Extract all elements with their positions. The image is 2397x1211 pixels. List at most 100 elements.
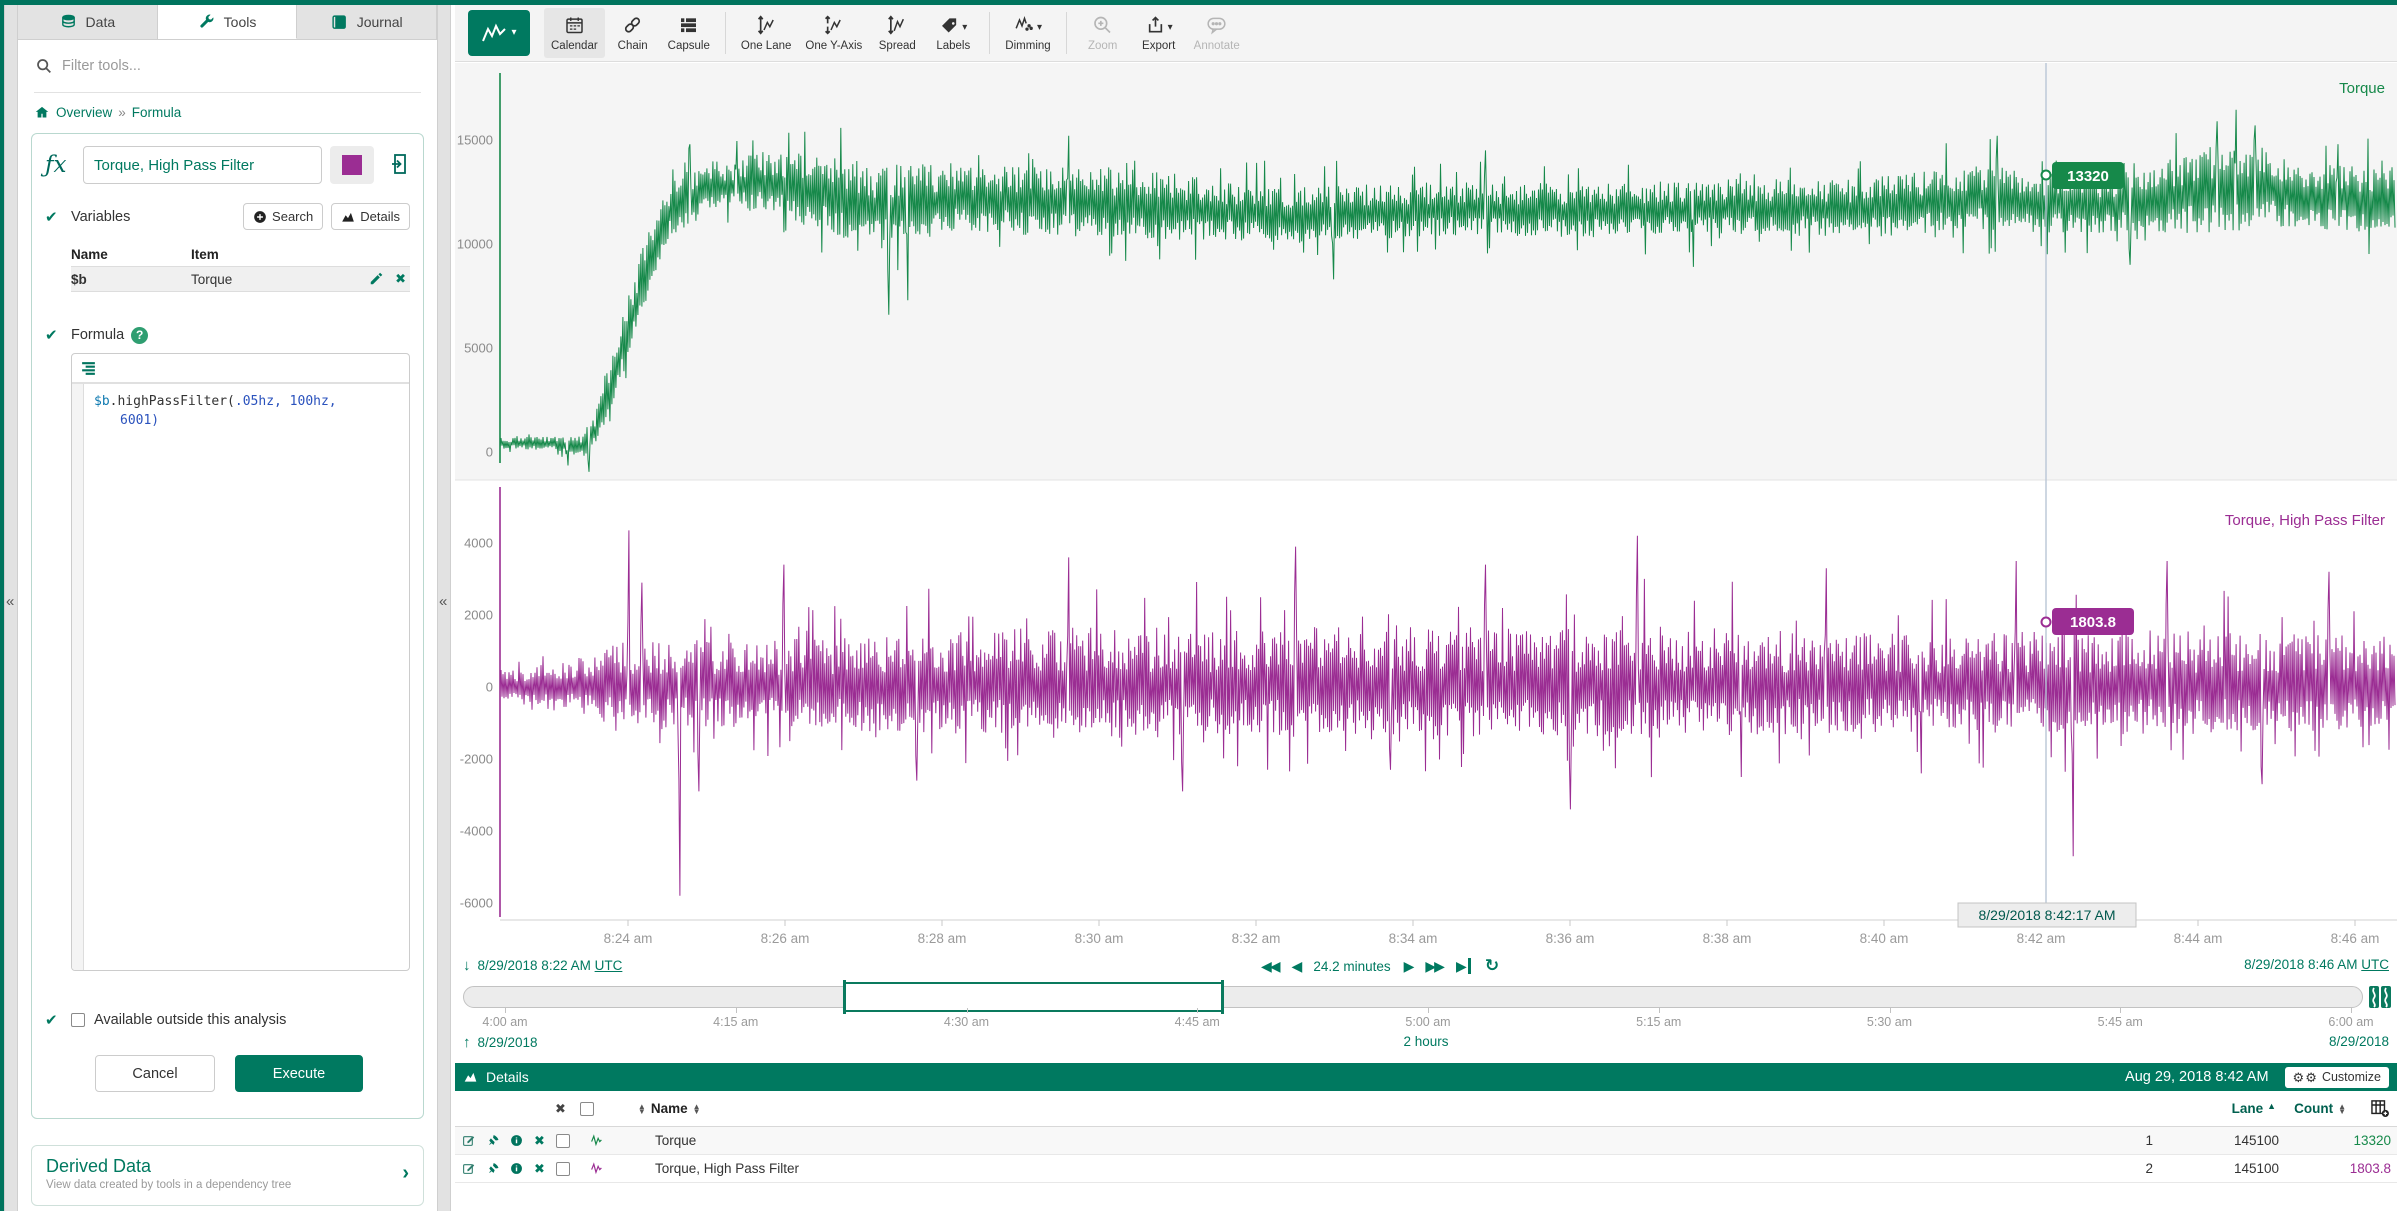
rocket-icon[interactable] — [486, 1161, 499, 1176]
variable-details-button[interactable]: Details — [331, 203, 410, 230]
add-column-icon[interactable] — [2371, 1100, 2389, 1117]
remove-icon[interactable]: ✖ — [534, 1132, 545, 1148]
check-icon: ✔ — [45, 1012, 58, 1029]
trend-toolbar: ▾ Calendar Chain Capsule One Lane One Y-Axis… — [455, 5, 2397, 62]
y-tick-label: 4000 — [464, 536, 493, 551]
formula-editor-toolbar — [72, 354, 409, 384]
name-column-header[interactable]: Name — [650, 1101, 688, 1116]
row-checkbox[interactable] — [555, 1161, 570, 1176]
home-icon[interactable] — [34, 105, 50, 120]
timezone-link[interactable]: UTC — [594, 958, 623, 973]
dock-panel-button[interactable] — [382, 151, 410, 180]
tab-data[interactable]: Data — [18, 5, 158, 39]
cancel-button[interactable]: Cancel — [95, 1055, 215, 1092]
row-count: 145100 — [2233, 1133, 2279, 1148]
toolbar-button-labels[interactable]: ▾ Labels — [925, 8, 981, 58]
toolbar-button-label: Annotate — [1193, 39, 1240, 52]
step-forward-fast-icon[interactable]: ▶▶ — [1425, 957, 1444, 974]
x-tick-label: 8:46 am — [2331, 931, 2380, 946]
breadcrumb-overview-link[interactable]: Overview — [56, 105, 113, 120]
customize-button[interactable]: ⚙ ⚙ Customize — [2284, 1066, 2389, 1088]
view-selector-button[interactable]: ▾ — [468, 10, 530, 56]
collapse-sidebar-chevron-icon[interactable]: « — [439, 593, 448, 610]
tab-journal[interactable]: Journal — [297, 5, 438, 39]
edit-pencil-icon[interactable] — [369, 272, 383, 286]
range-start[interactable]: ↓ 8/29/2018 8:22 AM UTC — [463, 957, 623, 974]
x-tick-label: 8:30 am — [1075, 931, 1124, 946]
table-row-torque[interactable]: ✖ Torque 1 145100 13320 — [455, 1127, 2397, 1155]
auto-update-icon[interactable] — [2369, 986, 2391, 1008]
row-lane: 2 — [2145, 1161, 2153, 1176]
step-forward-icon[interactable]: ▶ — [1403, 957, 1415, 974]
toolbar-button-label: Labels — [936, 39, 971, 52]
x-tick-label: 8:34 am — [1389, 931, 1438, 946]
edit-icon[interactable] — [462, 1133, 475, 1148]
timeline-start-date[interactable]: ↑ 8/29/2018 — [463, 1034, 538, 1051]
sort-icon[interactable]: ▲ ▼ — [692, 1101, 701, 1116]
timezone-link[interactable]: UTC — [2361, 957, 2389, 972]
toolbar-button-spread[interactable]: Spread — [869, 8, 925, 58]
annotate-icon — [1207, 17, 1226, 34]
timeline-brush[interactable] — [843, 980, 1224, 1014]
row-checkbox[interactable] — [555, 1133, 570, 1148]
sort-icon[interactable]: ▲ ▼ — [637, 1101, 646, 1116]
toolbar-divider — [1065, 12, 1067, 54]
color-swatch-button[interactable] — [330, 146, 374, 184]
lane-column-header[interactable]: Lane — [2231, 1101, 2264, 1116]
sort-asc-icon: ▲ — [2267, 1100, 2277, 1111]
range-end[interactable]: 8/29/2018 8:46 AM UTC — [2244, 957, 2389, 972]
edit-icon[interactable] — [462, 1161, 475, 1176]
formula-lines-icon[interactable] — [80, 360, 97, 377]
info-icon[interactable] — [510, 1133, 523, 1148]
toolbar-button-dimming[interactable]: ▾ Dimming — [998, 8, 1057, 58]
timeline-bar[interactable] — [463, 980, 2363, 1014]
timeline-end-date[interactable]: 8/29/2018 — [2328, 1034, 2389, 1049]
formula-editor[interactable]: $b.highPassFilter(.05hz, 100hz, 6001) — [71, 353, 410, 971]
derived-data-card[interactable]: Derived Data View data created by tools … — [31, 1145, 424, 1206]
filter-tools-input[interactable] — [62, 58, 419, 74]
toolbar-button-one-lane[interactable]: One Lane — [734, 8, 799, 58]
waveform-highpass — [499, 530, 2396, 896]
lane-2-label[interactable]: Torque, High Pass Filter — [2225, 512, 2385, 529]
count-column-header[interactable]: Count — [2294, 1101, 2334, 1116]
trend-chart[interactable]: 0 5000 10000 15000 -6000 -4000 -2000 0 2000 4000 … — [455, 63, 2397, 948]
duration-label[interactable]: 24.2 minutes — [1313, 958, 1391, 974]
step-back-fast-icon[interactable]: ◀◀ — [1261, 957, 1280, 974]
toolbar-button-capsule[interactable]: Capsule — [661, 8, 717, 58]
variable-search-button[interactable]: Search — [243, 203, 324, 230]
toolbar-button-label: Dimming — [1005, 39, 1051, 52]
info-icon[interactable] — [510, 1161, 523, 1176]
row-name[interactable]: Torque — [655, 1133, 697, 1148]
lane-1-label[interactable]: Torque — [2339, 80, 2385, 97]
rocket-icon[interactable] — [486, 1133, 499, 1148]
filter-tools-row — [36, 52, 419, 80]
step-back-icon[interactable]: ◀ — [1291, 957, 1303, 974]
step-to-end-icon[interactable]: ▶ — [1456, 957, 1472, 975]
remove-icon[interactable]: ✖ — [534, 1160, 545, 1176]
sort-icon[interactable]: ▲ ▼ — [2338, 1101, 2346, 1116]
toolbar-button-chain[interactable]: Chain — [605, 8, 661, 58]
formula-name-input[interactable] — [83, 146, 322, 184]
help-question-icon[interactable]: ? — [131, 326, 149, 344]
y-tick-label: 15000 — [457, 133, 493, 148]
tab-tools[interactable]: Tools — [157, 5, 298, 39]
execute-button[interactable]: Execute — [235, 1055, 363, 1092]
variables-label: Variables — [71, 208, 131, 225]
available-checkbox[interactable] — [71, 1013, 85, 1027]
details-table-header: ✖ ▲ ▼ Name ▲ ▼ Lane ▲ Count ▲ ▼ — [455, 1091, 2397, 1127]
refresh-icon[interactable]: ↻ — [1484, 956, 1500, 975]
row-name[interactable]: Torque, High Pass Filter — [655, 1161, 800, 1176]
select-all-checkbox[interactable] — [579, 1101, 594, 1116]
remove-all-icon[interactable]: ✖ — [555, 1100, 566, 1116]
collapse-left-chevron-icon[interactable]: « — [6, 593, 15, 610]
toolbar-button-export[interactable]: ▾ Export — [1131, 8, 1187, 58]
formula-header: ƒx — [45, 146, 410, 184]
variable-name: $b — [71, 271, 87, 287]
table-row-highpass[interactable]: ✖ Torque, High Pass Filter 2 145100 1803… — [455, 1155, 2397, 1183]
toolbar-button-one-y-axis[interactable]: One Y-Axis — [798, 8, 869, 58]
formula-code-area[interactable]: $b.highPassFilter(.05hz, 100hz, 6001) — [72, 384, 409, 970]
gears-icon: ⚙ ⚙ — [2292, 1069, 2317, 1085]
timeline-duration[interactable]: 2 hours — [1403, 1034, 1449, 1049]
toolbar-button-calendar[interactable]: Calendar — [544, 8, 605, 58]
remove-variable-icon[interactable]: ✖ — [395, 271, 406, 286]
